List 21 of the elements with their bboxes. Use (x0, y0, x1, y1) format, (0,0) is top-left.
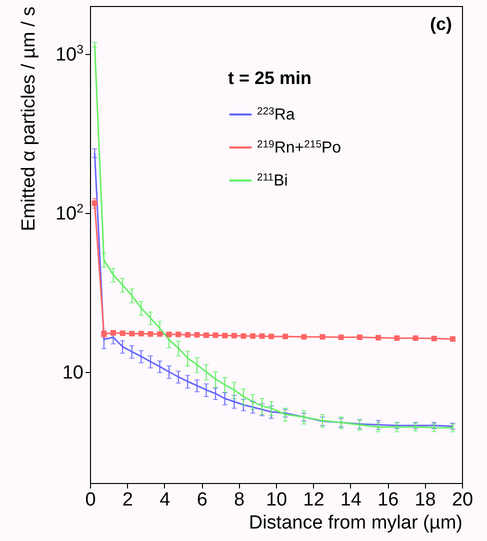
y-tick-label: 10 (62, 362, 84, 384)
legend-label: $^{219}$Rn+$^{215}$Po (257, 139, 342, 156)
y-axis-title: Emitted α particles / µm / s (18, 6, 40, 232)
legend-label: $^{223}$Ra (257, 106, 295, 124)
x-axis-title: Distance from mylar (µm) (248, 512, 462, 534)
x-tick-label: 20 (452, 490, 474, 510)
x-tick-label: 14 (340, 490, 362, 510)
x-tick-label: 16 (378, 490, 399, 510)
x-tick-label: 4 (160, 490, 171, 510)
x-tick-label: 8 (234, 490, 245, 510)
legend-label: $^{211}$Bi (257, 172, 288, 190)
annotation: (c) (430, 14, 452, 34)
x-tick-label: 10 (266, 490, 288, 510)
x-tick-label: 0 (85, 490, 96, 510)
x-tick-label: 2 (122, 490, 133, 510)
legend-title: t = 25 min (228, 68, 312, 88)
x-tick-label: 6 (196, 490, 208, 510)
x-tick-label: 12 (303, 490, 324, 510)
y-tick-label: 10$^{2}$ (55, 201, 84, 224)
x-tick-label: 18 (414, 490, 436, 510)
y-tick-label: 10$^{3}$ (55, 42, 84, 66)
